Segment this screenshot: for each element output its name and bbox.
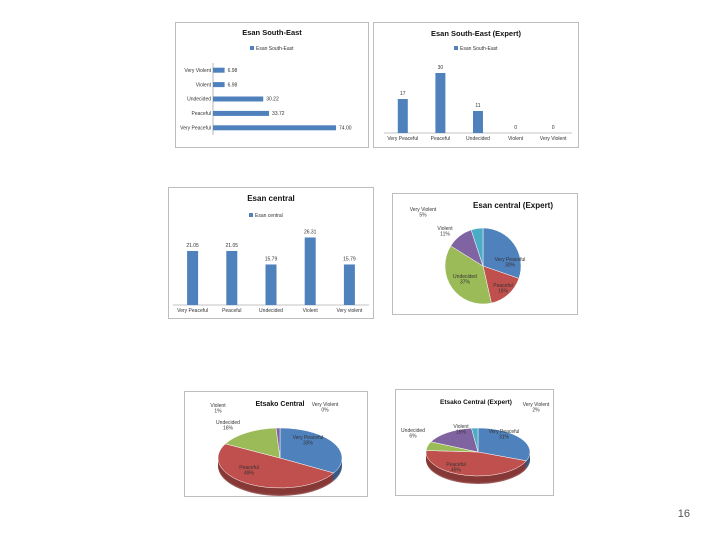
- bar: [187, 250, 199, 305]
- slice-label: Very Violent 2%: [523, 402, 550, 414]
- pie-slice: [425, 450, 527, 477]
- tick-label: Undecided: [259, 308, 283, 314]
- tick-label: Undecided: [187, 97, 211, 103]
- tick-label: Peaceful: [222, 308, 241, 314]
- tick-label: Very Peaceful: [177, 308, 208, 314]
- bar: [265, 264, 277, 305]
- chart-etsako-central-expert: Etsako Central (Expert) Very Peaceful 31% P…: [395, 389, 554, 496]
- legend-label: Esan South-East: [460, 46, 498, 52]
- pie-slice: [477, 427, 531, 462]
- slice-label: Undecided 37%: [453, 274, 477, 286]
- tick-label: Very Violent: [540, 136, 567, 142]
- bar: [213, 67, 225, 73]
- data-label: 15.79: [343, 256, 356, 262]
- data-label: 74.00: [339, 126, 352, 132]
- bar: [304, 237, 316, 305]
- bar: [226, 250, 238, 305]
- legend-swatch: [250, 46, 254, 50]
- bar: [213, 82, 225, 88]
- slice-label: Very Peaceful 30%: [495, 257, 526, 269]
- data-label: 21.05: [226, 243, 239, 249]
- data-label: 0: [514, 125, 517, 131]
- slice-label: Undecided 16%: [216, 420, 240, 432]
- tick-label: Very Peaceful: [387, 136, 418, 142]
- slice-label: Violent 1%: [210, 403, 226, 415]
- bar: [435, 73, 446, 133]
- bar: [397, 99, 408, 133]
- chart-title: Etsako Central (Expert): [440, 399, 512, 406]
- data-label: 6.98: [228, 82, 238, 88]
- slice-label: Peaceful 16%: [493, 283, 512, 295]
- bar: [343, 264, 355, 305]
- tick-label: Violent: [196, 82, 212, 88]
- chart-svg: Esan central (Expert) Very Peaceful 30% Pea…: [410, 201, 553, 305]
- tick-label: Very Violent: [184, 68, 211, 74]
- page-number: 16: [677, 508, 690, 520]
- slice-label: Violent 16%: [453, 424, 469, 436]
- bar: [473, 111, 483, 133]
- chart-title: Esan South-East (Expert): [431, 29, 522, 38]
- pie-slice: [482, 227, 522, 279]
- data-label: 0: [552, 125, 555, 131]
- chart-svg: Esan central Esan central 21.05 Very Peacef…: [173, 194, 369, 314]
- data-label: 11: [475, 103, 480, 109]
- legend-swatch: [454, 46, 458, 50]
- legend-swatch: [249, 213, 253, 217]
- slice-label: Very Violent 5%: [410, 207, 437, 219]
- slice-label: Undecided 6%: [401, 428, 425, 440]
- chart-svg: Etsako Central (Expert) Very Peaceful 31% P…: [401, 399, 550, 484]
- data-label: 21.05: [186, 243, 199, 249]
- tick-label: Undecided: [466, 136, 490, 142]
- tick-label: Very violent: [336, 308, 362, 314]
- chart-title: Esan central (Expert): [473, 201, 553, 210]
- bar: [213, 96, 264, 102]
- slice-label: Very Peaceful 33%: [293, 435, 324, 447]
- tick-label: Very Peaceful: [180, 126, 211, 132]
- pie-slice: [279, 427, 343, 474]
- legend-label: Esan South-East: [256, 46, 294, 52]
- data-label: 6.98: [228, 68, 238, 74]
- data-label: 15.79: [265, 256, 278, 262]
- pie-slice: [471, 427, 479, 453]
- chart-esan-central-expert: Esan central (Expert) Very Peaceful 30% Pea…: [392, 193, 578, 315]
- chart-svg: Etsako Central Very Peaceful 33% Peaceful 49…: [210, 401, 343, 496]
- slice-label: Violent 11%: [437, 226, 453, 238]
- slice-label: Peaceful 45%: [446, 462, 465, 474]
- chart-esan-central: Esan central Esan central 21.05 Very Peacef…: [168, 187, 374, 319]
- bar: [213, 110, 270, 116]
- pie-slice: [430, 427, 479, 453]
- tick-label: Peaceful: [192, 111, 211, 117]
- chart-esan-south-east: Esan South-East Esan South-East Very Viole…: [175, 22, 369, 148]
- chart-esan-south-east-expert: Esan South-East (Expert) Esan South-East 1…: [373, 22, 579, 148]
- bar: [213, 125, 337, 131]
- slice-label: Very Peaceful 31%: [489, 429, 520, 441]
- data-label: 26.31: [304, 229, 317, 235]
- legend-label: Esan central: [255, 213, 283, 219]
- pie-slice: [224, 427, 281, 459]
- data-label: 17: [400, 91, 406, 97]
- chart-etsako-central: Etsako Central Very Peaceful 33% Peaceful 49…: [184, 391, 368, 497]
- pie-slice: [444, 245, 492, 305]
- data-label: 30: [438, 65, 444, 71]
- chart-title: Esan South-East: [242, 28, 302, 37]
- chart-svg: Esan South-East (Expert) Esan South-East 1…: [384, 29, 572, 142]
- pie-slice: [217, 443, 335, 489]
- tick-label: Violent: [303, 308, 319, 314]
- pie-slice: [470, 227, 484, 267]
- chart-title: Etsako Central: [255, 401, 304, 408]
- chart-svg: Esan South-East Esan South-East Very Viole…: [180, 28, 352, 135]
- tick-label: Violent: [508, 136, 524, 142]
- data-label: 33.72: [272, 111, 285, 117]
- data-label: 30.22: [266, 97, 279, 103]
- slice-label: Very Violent 0%: [312, 402, 339, 414]
- pie-slice: [275, 427, 281, 459]
- slice-label: Peaceful 49%: [239, 465, 258, 477]
- chart-title: Esan central: [247, 194, 295, 203]
- tick-label: Peaceful: [431, 136, 450, 142]
